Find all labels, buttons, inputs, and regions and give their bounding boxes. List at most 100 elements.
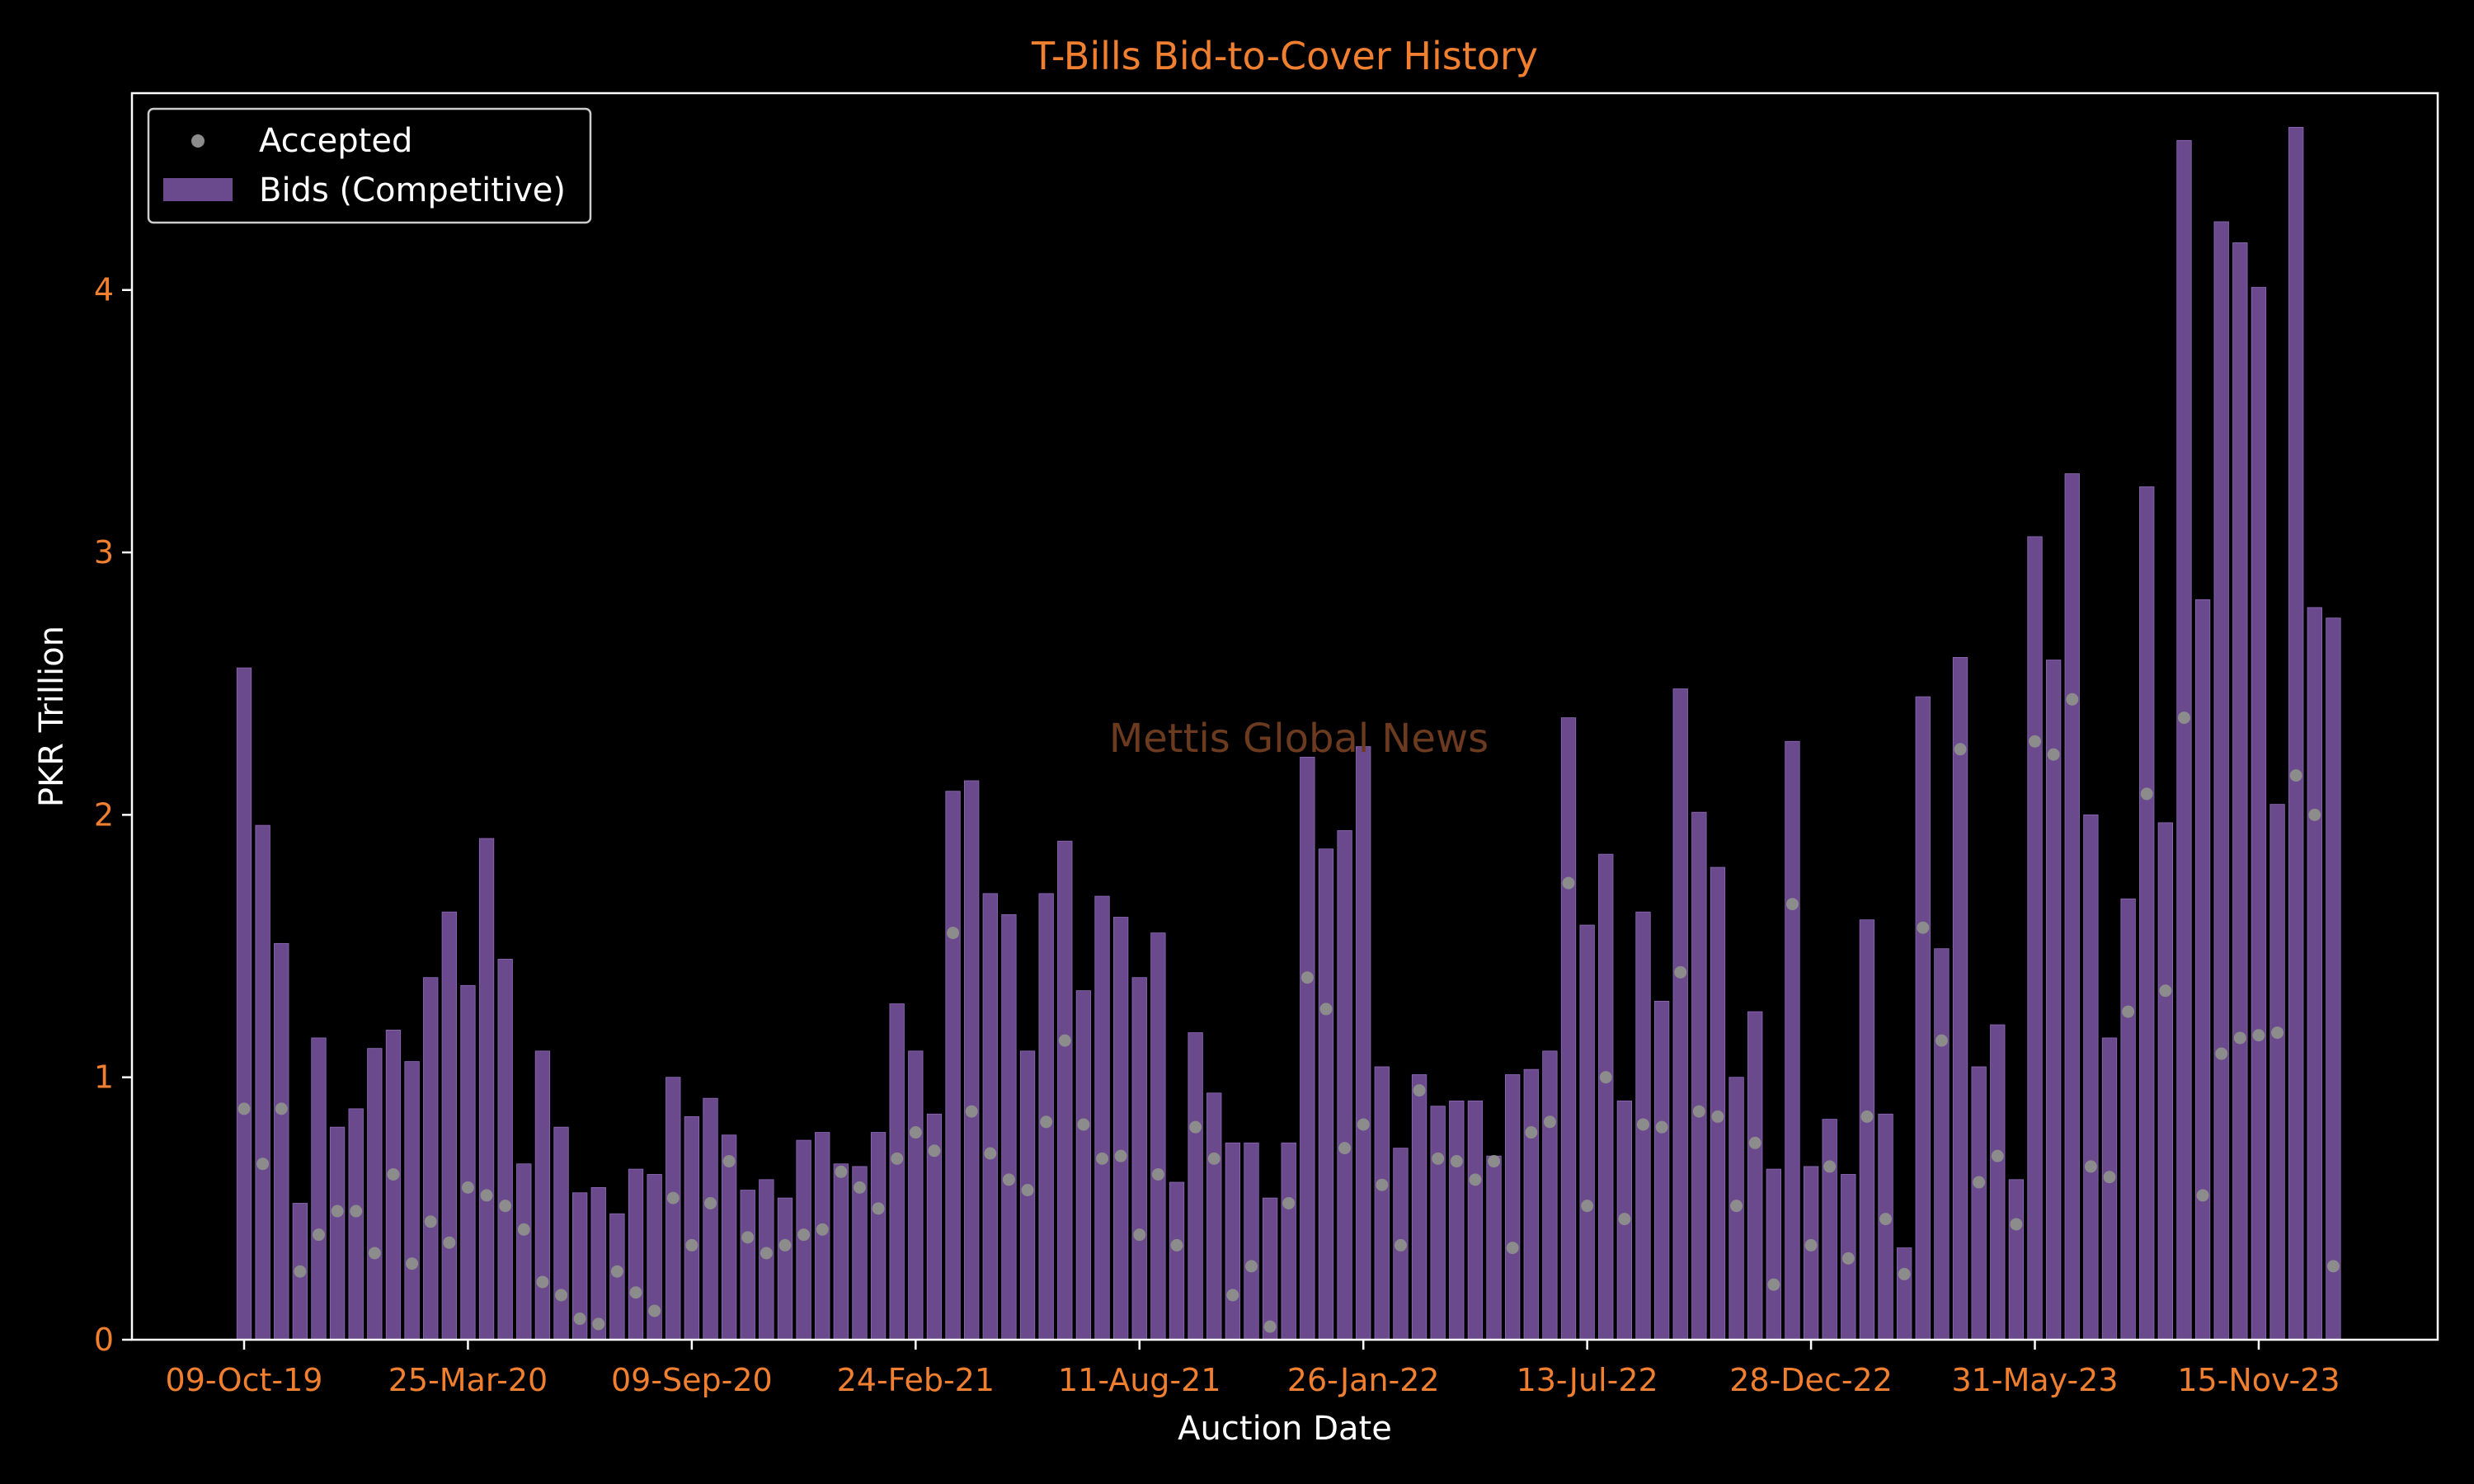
accepted-point xyxy=(778,1238,792,1252)
accepted-point xyxy=(1841,1252,1855,1265)
accepted-point xyxy=(461,1181,474,1194)
bid-bar xyxy=(684,1116,700,1341)
bid-bar xyxy=(833,1163,849,1341)
accepted-point xyxy=(1077,1118,1090,1131)
accepted-point xyxy=(2177,711,2190,725)
bid-bar xyxy=(1094,895,1110,1341)
x-tick-label: 15-Nov-23 xyxy=(2177,1362,2340,1398)
x-tick-label: 13-Jul-22 xyxy=(1517,1362,1658,1398)
x-axis-title: Auction Date xyxy=(1178,1410,1392,1448)
accepted-point xyxy=(1151,1167,1164,1181)
bid-bar xyxy=(1411,1074,1427,1341)
accepted-point xyxy=(499,1200,512,1213)
bid-bar xyxy=(2120,898,2136,1341)
bid-bar xyxy=(1374,1066,1390,1341)
bid-bar xyxy=(236,667,252,1341)
bid-bar xyxy=(1467,1100,1484,1341)
accepted-point xyxy=(1991,1149,2004,1162)
accepted-point xyxy=(1767,1278,1780,1291)
bid-bar xyxy=(1075,990,1092,1341)
x-tick-label: 25-Mar-20 xyxy=(388,1362,548,1398)
bid-bar xyxy=(2027,536,2043,1341)
y-axis-title: PKR Trillion xyxy=(33,626,71,807)
accepted-point xyxy=(2084,1160,2097,1173)
accepted-point xyxy=(1525,1126,1538,1139)
accepted-point xyxy=(1469,1173,1482,1186)
accepted-point xyxy=(1244,1260,1258,1273)
bid-bar xyxy=(311,1037,327,1341)
accepted-point xyxy=(350,1205,363,1218)
bid-bar xyxy=(1598,853,1614,1341)
accepted-point xyxy=(722,1155,736,1168)
bid-bar xyxy=(1710,866,1726,1341)
accepted-point xyxy=(331,1205,344,1218)
accepted-point xyxy=(797,1228,811,1242)
bid-bar xyxy=(1188,1032,1203,1341)
bid-bar xyxy=(497,959,513,1341)
bid-bar xyxy=(628,1168,644,1341)
accepted-point xyxy=(2010,1218,2023,1231)
accepted-point xyxy=(275,1102,288,1115)
bid-bar xyxy=(478,838,495,1341)
x-tick-label: 09-Oct-19 xyxy=(166,1362,323,1398)
accepted-point xyxy=(816,1223,829,1236)
y-tick-label: 0 xyxy=(94,1322,114,1358)
bid-bar xyxy=(815,1132,830,1341)
bid-bar xyxy=(1486,1155,1502,1341)
accepted-point xyxy=(909,1126,922,1139)
bid-bar xyxy=(1244,1142,1259,1341)
accepted-point xyxy=(1860,1110,1874,1123)
bid-bar xyxy=(1169,1181,1185,1341)
bid-bar xyxy=(1131,977,1147,1341)
accepted-point xyxy=(1917,921,1930,934)
bid-bar xyxy=(1785,740,1800,1341)
legend-swatch-bids xyxy=(163,178,233,201)
accepted-point xyxy=(965,1105,978,1118)
plot-frame xyxy=(130,92,2439,1341)
accepted-point xyxy=(1711,1110,1724,1123)
bid-bar xyxy=(2307,607,2322,1341)
accepted-point xyxy=(1543,1115,1556,1129)
y-tick-label: 2 xyxy=(94,796,114,833)
bid-bar xyxy=(945,791,961,1341)
y-tick-label: 3 xyxy=(94,534,114,571)
accepted-point xyxy=(555,1289,568,1302)
bid-bar xyxy=(1262,1197,1278,1341)
legend-box xyxy=(147,107,592,224)
bid-bar xyxy=(889,1003,905,1341)
bid-bar xyxy=(534,1050,551,1341)
accepted-point xyxy=(1207,1152,1221,1165)
accepted-point xyxy=(2308,808,2321,821)
accepted-point xyxy=(835,1165,848,1178)
accepted-point xyxy=(760,1247,773,1260)
accepted-point xyxy=(648,1304,661,1317)
accepted-point xyxy=(1432,1152,1445,1165)
bid-bar xyxy=(982,893,998,1341)
bid-bar xyxy=(1579,924,1595,1341)
accepted-point xyxy=(928,1144,941,1158)
bid-bar xyxy=(423,977,439,1341)
bid-bar xyxy=(1560,717,1577,1341)
accepted-point xyxy=(536,1275,549,1289)
bid-bar xyxy=(1971,1066,1987,1341)
accepted-point xyxy=(294,1265,307,1278)
accepted-point xyxy=(1114,1149,1127,1162)
bid-bar xyxy=(1356,746,1371,1341)
accepted-point xyxy=(1562,876,1575,890)
y-tick-label: 1 xyxy=(94,1059,114,1096)
accepted-point xyxy=(1804,1238,1818,1252)
accepted-point xyxy=(387,1167,400,1181)
accepted-point xyxy=(2215,1047,2228,1060)
bid-bar xyxy=(1001,913,1017,1341)
bid-bar xyxy=(2232,242,2248,1341)
bid-bar xyxy=(666,1077,681,1341)
bid-bar xyxy=(2326,618,2341,1341)
accepted-point xyxy=(1506,1242,1519,1255)
x-tick-label: 31-May-23 xyxy=(1952,1362,2119,1398)
bid-bar xyxy=(1952,656,1968,1341)
bid-bar xyxy=(1542,1050,1558,1341)
accepted-point xyxy=(1450,1155,1463,1168)
accepted-point xyxy=(1935,1034,1948,1047)
bid-bar xyxy=(1337,830,1352,1341)
bid-bar xyxy=(274,942,289,1341)
